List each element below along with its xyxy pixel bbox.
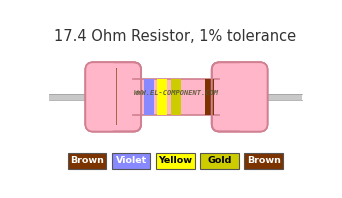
Bar [171, 79, 181, 115]
Bar [49, 94, 113, 100]
Text: Brown: Brown [247, 156, 280, 165]
Text: WWW.EL-COMPONENT.COM: WWW.EL-COMPONENT.COM [133, 90, 219, 96]
Text: Violet: Violet [116, 156, 147, 165]
Bar [205, 79, 214, 115]
Text: Brown: Brown [70, 156, 104, 165]
Bar [157, 79, 167, 115]
Text: Gold: Gold [207, 156, 232, 165]
Bar [68, 153, 106, 168]
Bar [238, 94, 302, 100]
Bar [200, 153, 239, 168]
Bar [156, 153, 195, 168]
Text: Yellow: Yellow [158, 156, 192, 165]
Bar [133, 79, 220, 115]
Text: 17.4 Ohm Resistor, 1% tolerance: 17.4 Ohm Resistor, 1% tolerance [54, 29, 296, 44]
FancyBboxPatch shape [86, 62, 116, 131]
Bar [108, 69, 117, 125]
FancyBboxPatch shape [237, 62, 267, 131]
FancyBboxPatch shape [86, 62, 141, 131]
Bar [144, 79, 154, 115]
Bar [112, 153, 150, 168]
Bar [244, 153, 283, 168]
FancyBboxPatch shape [212, 62, 267, 131]
